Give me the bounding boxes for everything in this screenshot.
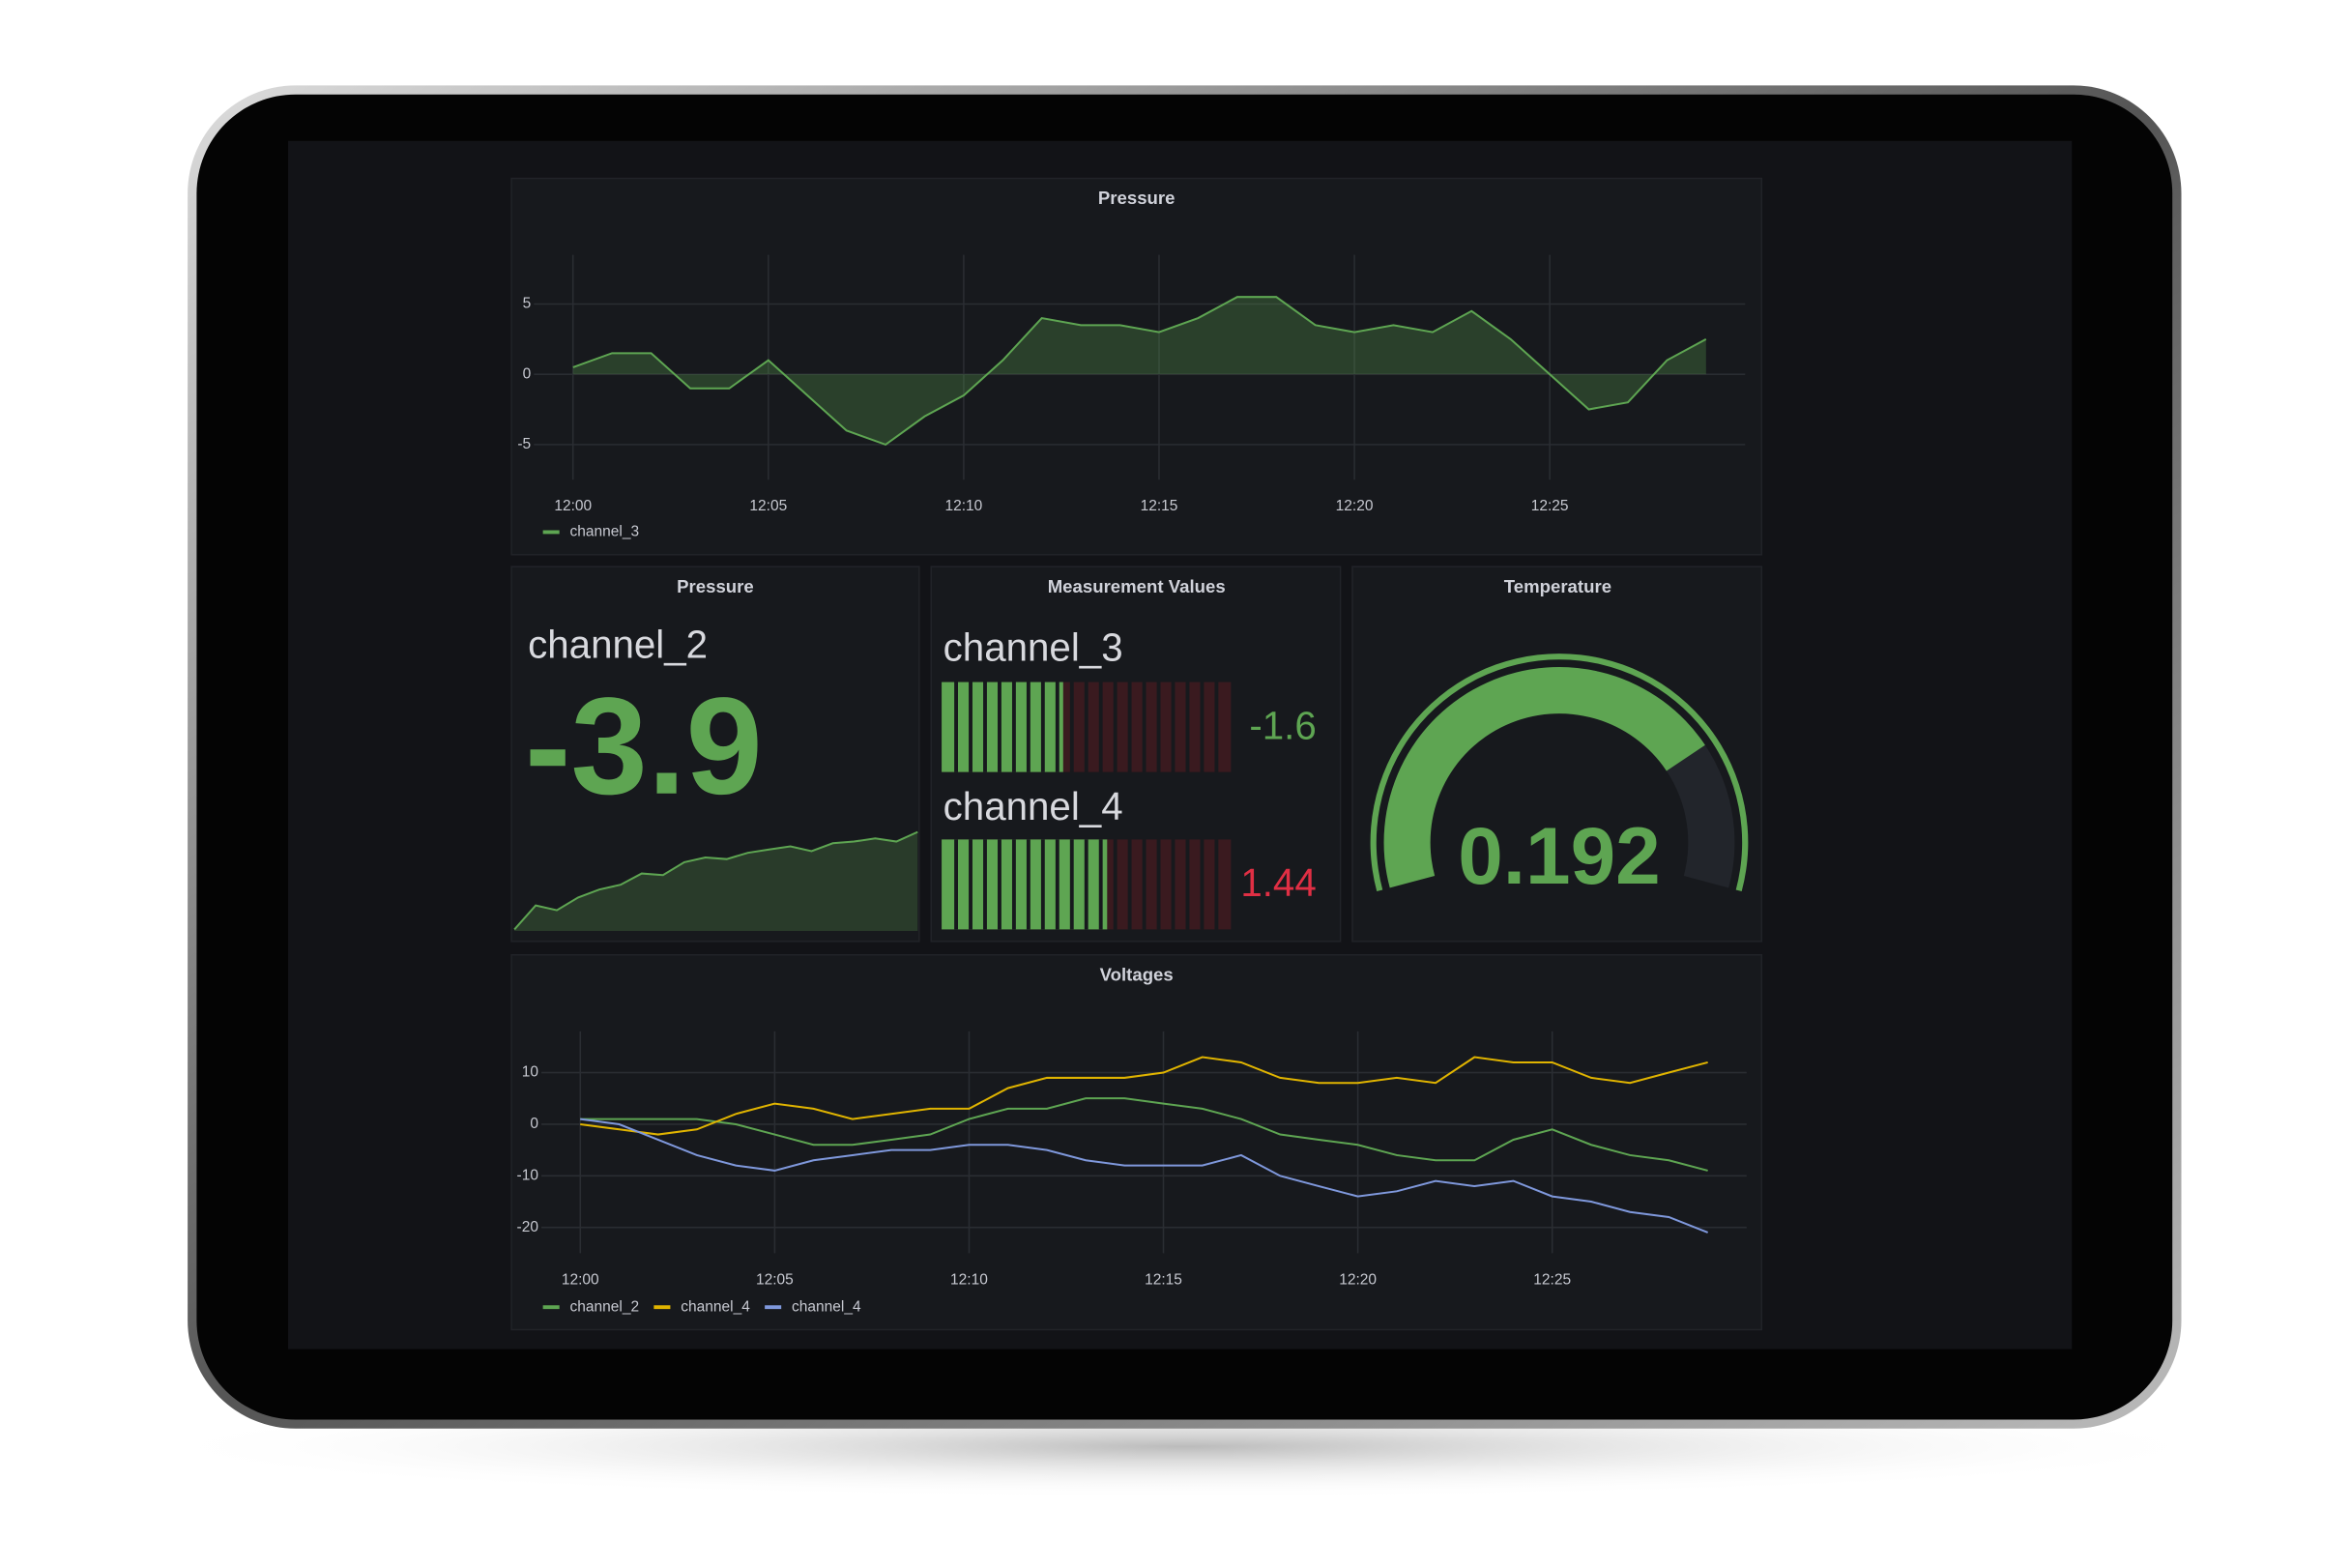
y-tick-label: 5 bbox=[523, 296, 532, 312]
panel-title: Temperature bbox=[1504, 576, 1611, 596]
x-tick-label: 12:10 bbox=[945, 498, 983, 514]
line bbox=[580, 1056, 1708, 1136]
line bbox=[580, 1118, 1709, 1234]
y-tick-label: 0 bbox=[530, 1116, 538, 1132]
bar-gauge-value: -1.6 bbox=[1249, 704, 1316, 747]
y-tick-label: 0 bbox=[523, 365, 532, 382]
panel bbox=[510, 177, 1763, 556]
panel-title: Voltages bbox=[1100, 964, 1174, 984]
area bbox=[572, 297, 1706, 445]
panel-title: Pressure bbox=[677, 576, 754, 596]
y-tick-label: -10 bbox=[517, 1167, 539, 1183]
y-tick-label: -20 bbox=[517, 1219, 539, 1235]
x-tick-label: 12:25 bbox=[1531, 498, 1569, 514]
legend-label: channel_4 bbox=[681, 1298, 750, 1315]
panel bbox=[510, 566, 920, 943]
x-tick-label: 12:15 bbox=[1141, 498, 1178, 514]
gauge-value: 0.192 bbox=[1458, 810, 1661, 901]
x-tick-label: 12:00 bbox=[554, 498, 592, 514]
x-tick-label: 12:25 bbox=[1533, 1271, 1571, 1288]
bar-gauge-name: channel_3 bbox=[943, 626, 1123, 670]
x-tick-label: 12:20 bbox=[1339, 1271, 1377, 1288]
x-tick-label: 12:15 bbox=[1145, 1271, 1182, 1288]
sparkline bbox=[513, 830, 918, 931]
x-tick-label: 12:10 bbox=[950, 1271, 988, 1288]
x-tick-label: 12:00 bbox=[562, 1271, 599, 1288]
legend-label: channel_2 bbox=[570, 1298, 640, 1315]
stat-name: channel_2 bbox=[528, 624, 708, 667]
panel-title: Measurement Values bbox=[1048, 576, 1226, 596]
legend-label: channel_3 bbox=[570, 524, 640, 540]
legend-label: channel_4 bbox=[792, 1298, 861, 1315]
x-tick-label: 12:05 bbox=[749, 498, 787, 514]
bar-gauge-name: channel_4 bbox=[943, 785, 1123, 828]
y-tick-label: -5 bbox=[517, 436, 531, 452]
x-tick-label: 12:20 bbox=[1336, 498, 1374, 514]
bar-gauge-value: 1.44 bbox=[1240, 861, 1316, 905]
gauge-arc bbox=[1383, 667, 1705, 888]
bar bbox=[942, 682, 1063, 772]
line bbox=[572, 296, 1707, 447]
sparkline-area bbox=[514, 831, 918, 931]
bar bbox=[942, 839, 1108, 930]
stat-value: -3.9 bbox=[525, 670, 763, 824]
panel bbox=[510, 954, 1763, 1331]
x-tick-label: 12:05 bbox=[756, 1271, 794, 1288]
line bbox=[580, 1097, 1708, 1172]
y-tick-label: 10 bbox=[522, 1064, 539, 1081]
panel-title: Pressure bbox=[1098, 188, 1176, 208]
